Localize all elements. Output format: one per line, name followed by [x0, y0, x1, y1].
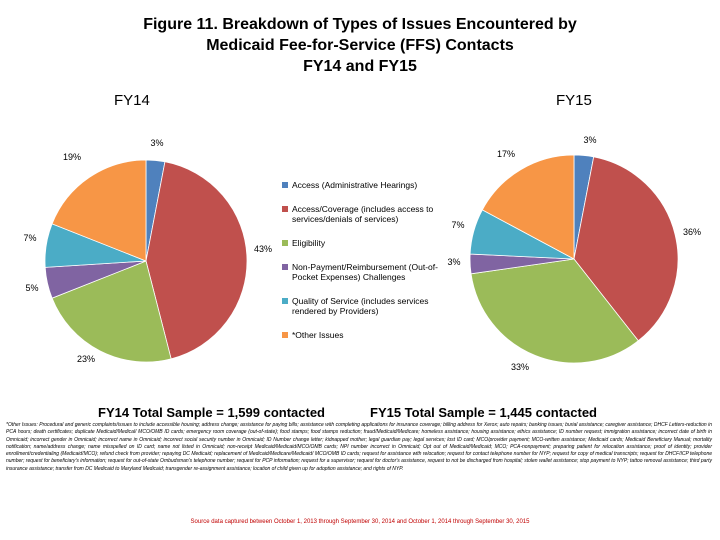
- pie-fy14-slice-other: [51, 159, 147, 262]
- pie-fy14-label-non-payment: 5%: [25, 283, 38, 293]
- title-line-2: Medicaid Fee-for-Service (FFS) Contacts: [206, 37, 514, 54]
- pie-fy15-label-quality: 7%: [451, 220, 464, 230]
- legend-label: Access/Coverage (includes access to serv…: [292, 204, 434, 224]
- legend-label: Quality of Service (includes services re…: [292, 296, 429, 316]
- pie-fy15-label-non-payment: 3%: [447, 257, 460, 267]
- pie-fy15-label-eligibility: 33%: [511, 362, 529, 372]
- pie-fy14-label-eligibility: 23%: [77, 354, 95, 364]
- legend-item: Access (Administrative Hearings): [282, 180, 442, 190]
- pie-fy15: 3% 36% 33% 3% 7% 17%: [447, 135, 701, 372]
- legend-item: Quality of Service (includes services re…: [282, 296, 442, 316]
- figure-title: Figure 11. Breakdown of Types of Issues …: [60, 14, 660, 77]
- legend-swatch: [282, 332, 288, 338]
- legend-swatch: [282, 206, 288, 212]
- fy14-heading: FY14: [114, 92, 150, 109]
- title-line-3: FY14 and FY15: [303, 58, 417, 75]
- title-line-1: Figure 11. Breakdown of Types of Issues …: [143, 16, 577, 33]
- source-note: Source data captured between October 1, …: [190, 519, 530, 525]
- pie-fy15-label-other: 17%: [497, 149, 515, 159]
- legend: Access (Administrative Hearings) Access/…: [282, 180, 442, 354]
- pie-fy14-label-access-coverage: 43%: [254, 244, 272, 254]
- legend-item: *Other Issues: [282, 330, 442, 340]
- legend-label: Non-Payment/Reimbursement (Out-of-Pocket…: [292, 262, 438, 282]
- legend-swatch: [282, 264, 288, 270]
- pie-fy14-label-other: 19%: [63, 152, 81, 162]
- pie-fy14-label-access: 3%: [150, 138, 163, 148]
- pie-fy15-slice-access-coverage: [573, 156, 679, 342]
- legend-swatch: [282, 182, 288, 188]
- fy15-sample-label: FY15 Total Sample = 1,445 contacted: [370, 405, 597, 420]
- fy14-sample-label: FY14 Total Sample = 1,599 contacted: [98, 405, 325, 420]
- legend-swatch: [282, 240, 288, 246]
- fy15-heading: FY15: [556, 92, 592, 109]
- legend-item: Non-Payment/Reimbursement (Out-of-Pocket…: [282, 262, 442, 282]
- legend-label: Eligibility: [292, 238, 326, 248]
- legend-swatch: [282, 298, 288, 304]
- pie-fy15-label-access-coverage: 36%: [683, 227, 701, 237]
- pie-fy15-label-access: 3%: [583, 135, 596, 145]
- pie-fy14-slice-access-coverage: [145, 161, 248, 360]
- pie-fy14-slice-eligibility: [51, 260, 172, 363]
- legend-item: Eligibility: [282, 238, 442, 248]
- legend-label: Access (Administrative Hearings): [292, 180, 418, 190]
- legend-label: *Other Issues: [292, 330, 344, 340]
- pie-fy14: 3% 43% 23% 5% 7% 19%: [23, 138, 272, 364]
- footnote: *Other Issues: Procedural and generic co…: [6, 422, 712, 472]
- pie-fy15-slice-other: [481, 154, 575, 260]
- pie-fy15-slice-eligibility: [470, 258, 639, 364]
- legend-item: Access/Coverage (includes access to serv…: [282, 204, 442, 224]
- pie-fy14-label-quality: 7%: [23, 233, 36, 243]
